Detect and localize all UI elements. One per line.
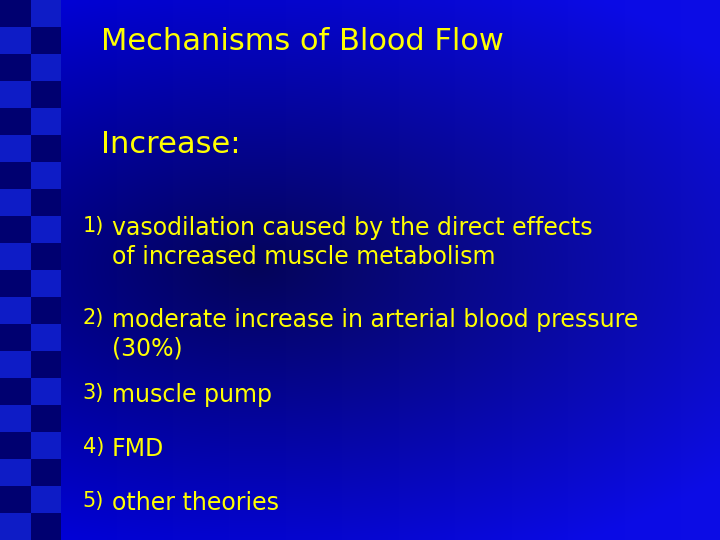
Text: 1): 1) xyxy=(83,216,104,236)
Bar xyxy=(0,297,30,324)
Bar xyxy=(0,27,30,54)
Bar xyxy=(0,216,30,243)
Bar xyxy=(30,405,61,432)
Bar xyxy=(0,513,30,540)
Text: Mechanisms of Blood Flow: Mechanisms of Blood Flow xyxy=(101,27,504,56)
Bar xyxy=(30,432,61,459)
Text: moderate increase in arterial blood pressure
(30%): moderate increase in arterial blood pres… xyxy=(112,308,638,361)
Bar xyxy=(30,54,61,81)
Text: 3): 3) xyxy=(83,383,104,403)
Text: other theories: other theories xyxy=(112,491,279,515)
Bar xyxy=(0,351,30,378)
Bar xyxy=(0,270,30,297)
Bar xyxy=(0,324,30,351)
Bar xyxy=(30,513,61,540)
Bar xyxy=(30,189,61,216)
Text: FMD: FMD xyxy=(112,437,164,461)
Bar xyxy=(0,486,30,513)
Bar xyxy=(30,324,61,351)
Bar xyxy=(0,459,30,486)
Bar xyxy=(30,81,61,108)
Bar xyxy=(30,216,61,243)
Bar xyxy=(0,243,30,270)
Bar xyxy=(30,27,61,54)
Bar xyxy=(0,54,30,81)
Bar xyxy=(0,378,30,405)
Text: 4): 4) xyxy=(83,437,104,457)
Bar xyxy=(30,459,61,486)
Bar xyxy=(30,243,61,270)
Bar xyxy=(30,378,61,405)
Bar xyxy=(0,162,30,189)
Text: muscle pump: muscle pump xyxy=(112,383,271,407)
Bar xyxy=(0,0,30,27)
Text: Increase:: Increase: xyxy=(101,130,240,159)
Bar xyxy=(30,162,61,189)
Bar xyxy=(0,81,30,108)
Bar xyxy=(30,108,61,135)
Bar xyxy=(30,0,61,27)
Text: 2): 2) xyxy=(83,308,104,328)
Bar xyxy=(0,108,30,135)
Text: vasodilation caused by the direct effects
of increased muscle metabolism: vasodilation caused by the direct effect… xyxy=(112,216,593,269)
Text: 5): 5) xyxy=(83,491,104,511)
Bar xyxy=(0,135,30,162)
Bar xyxy=(0,432,30,459)
Bar xyxy=(30,351,61,378)
Bar xyxy=(0,0,61,540)
Bar xyxy=(30,270,61,297)
Bar xyxy=(30,135,61,162)
Bar xyxy=(30,297,61,324)
Bar xyxy=(0,189,30,216)
Bar xyxy=(30,486,61,513)
Bar xyxy=(0,405,30,432)
